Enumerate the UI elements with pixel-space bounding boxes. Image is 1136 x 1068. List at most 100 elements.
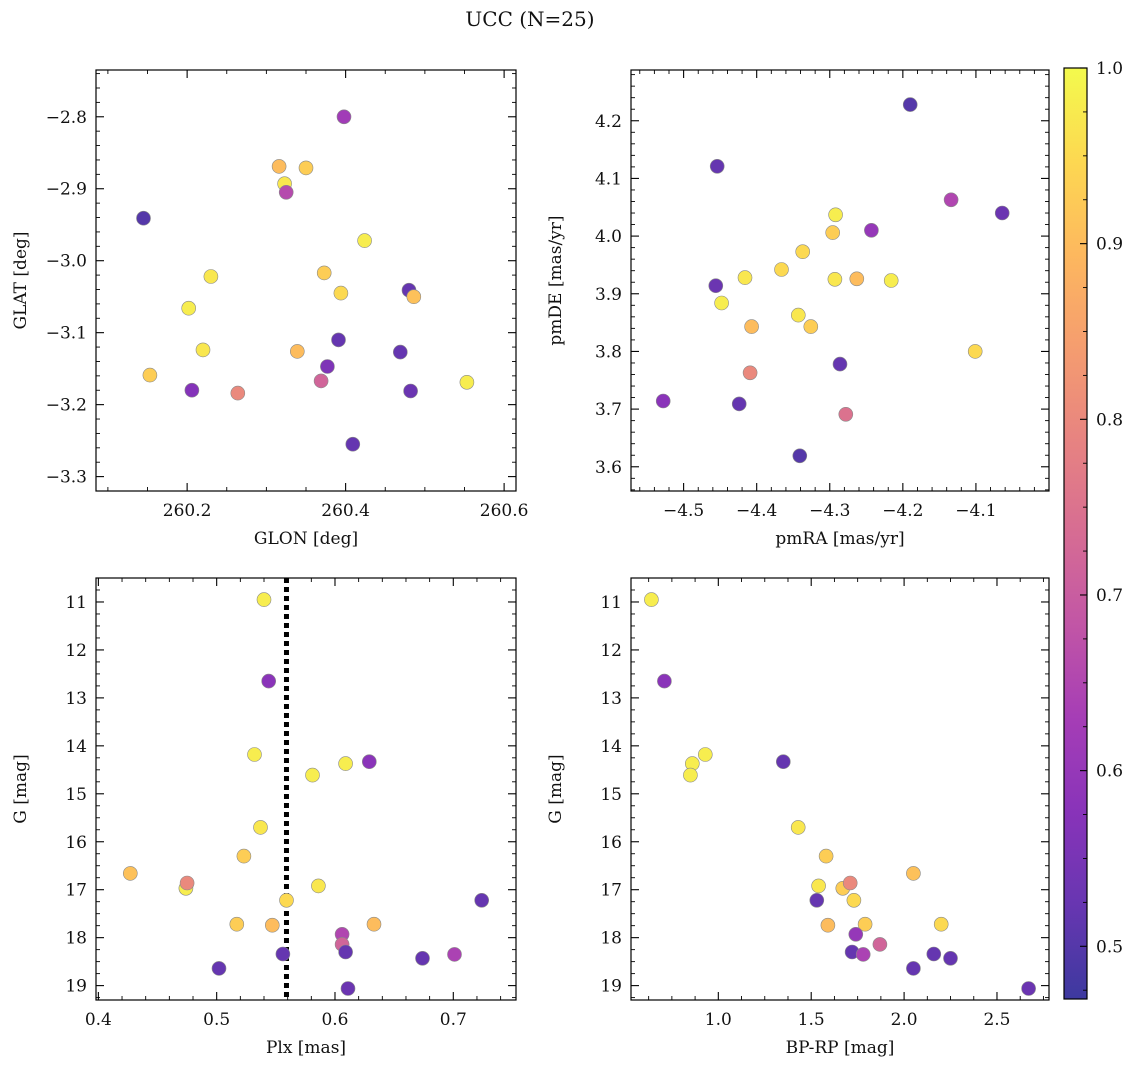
data-point [459, 374, 475, 390]
colorbar: 0.5 0.6 0.7 0.8 0.9 1.0 [1063, 59, 1123, 1000]
data-point [338, 944, 353, 960]
colorbar-tick-label: 0.7 [1096, 586, 1123, 606]
axes-frame [630, 69, 1050, 492]
y-tick-label: 16 [600, 833, 622, 853]
data-point [825, 225, 841, 240]
y-tick-label: 4.2 [595, 112, 622, 132]
panel-pm: −4.5 −4.4 −4.3 −4.2 −4.1 3.6 3.7 3.8 3.9 4.0 4.1 4.… [546, 69, 1050, 549]
data-point [366, 916, 382, 932]
x-tick-label: −4.2 [882, 501, 923, 521]
colorbar-tick-label: 0.5 [1096, 937, 1123, 957]
data-point [906, 961, 921, 976]
y-tick-label: 16 [65, 833, 87, 853]
x-tick-label: 1.5 [798, 1010, 825, 1030]
data-point [883, 273, 899, 288]
y-tick-label: 12 [600, 641, 622, 661]
data-point [415, 950, 430, 966]
colorbar-tick-label: 0.9 [1096, 235, 1123, 255]
data-point [832, 356, 848, 372]
points-glon-glat [136, 109, 475, 452]
data-point [338, 756, 353, 771]
axes-frame [95, 577, 517, 1001]
data-point [331, 332, 346, 348]
data-point [857, 916, 873, 932]
y-tick-label: 18 [65, 929, 87, 949]
colorbar-gradient [1063, 67, 1088, 1000]
data-point [842, 875, 858, 891]
y-tick-label: 14 [600, 737, 622, 757]
y-axis-label: G [mag] [11, 754, 31, 823]
data-point [697, 747, 713, 762]
data-point [967, 344, 983, 359]
data-point [278, 185, 294, 200]
data-point [357, 233, 372, 248]
figure-title: UCC (N=25) [465, 7, 594, 31]
data-point [731, 396, 747, 412]
data-point [136, 210, 151, 226]
y-tick-label: 14 [65, 737, 87, 757]
x-axis-label: Plx [mas] [266, 1038, 346, 1058]
data-point [275, 946, 291, 962]
panel-glon-glat: 260.2 260.4 260.6 −3.3 −3.2 −3.1 −3.0 −2.9 −2.8 G… [11, 69, 529, 549]
data-point [320, 359, 335, 374]
data-point [943, 192, 959, 208]
y-tick-label: 17 [600, 881, 622, 901]
data-point [261, 673, 277, 689]
data-point [709, 159, 725, 174]
data-point [708, 278, 724, 294]
data-point [316, 265, 332, 281]
data-point [820, 917, 836, 933]
x-tick-label: 260.6 [480, 501, 529, 521]
data-point [289, 344, 305, 359]
data-point [142, 367, 158, 383]
data-point [774, 262, 789, 277]
panel-cmd: 1.0 1.5 2.0 2.5 11 12 13 14 15 16 17 18 19 BP-RP [mag… [546, 577, 1050, 1058]
x-axis-label: GLON [deg] [254, 529, 358, 549]
axes-frame [630, 577, 1050, 1001]
y-tick-label: 3.6 [595, 458, 622, 478]
y-tick-label: 4.1 [595, 169, 622, 189]
data-point [447, 947, 462, 962]
data-point [828, 207, 843, 223]
x-tick-label: −4.1 [955, 501, 996, 521]
data-point [809, 892, 825, 908]
x-tick-label: −4.3 [809, 501, 850, 521]
x-tick-label: 0.7 [440, 1010, 467, 1030]
data-point [849, 271, 865, 287]
data-point [247, 747, 262, 762]
data-point [906, 866, 921, 881]
data-point [790, 820, 806, 835]
data-point [846, 892, 862, 908]
y-tick-label: 13 [65, 689, 87, 709]
x-tick-label: 2.0 [891, 1010, 918, 1030]
points-plx-g [123, 592, 490, 996]
x-axis-label: BP-RP [mag] [786, 1038, 895, 1058]
y-tick-label: 11 [600, 593, 622, 613]
points-pm [655, 97, 1010, 464]
data-point [333, 285, 349, 301]
x-tick-label: −4.4 [736, 501, 777, 521]
data-point [253, 820, 268, 835]
y-tick-label: −3.1 [46, 324, 87, 344]
data-point [864, 223, 879, 238]
y-tick-label: 3.7 [595, 400, 622, 420]
y-tick-label: 15 [65, 785, 87, 805]
data-point [123, 866, 138, 881]
x-tick-label: 2.5 [983, 1010, 1010, 1030]
data-point [855, 947, 871, 962]
y-axis-label: GLAT [deg] [11, 231, 31, 329]
data-point [744, 319, 759, 334]
y-tick-label: 19 [600, 977, 622, 997]
data-point [345, 436, 361, 452]
data-point [236, 848, 252, 864]
data-point [184, 382, 200, 398]
data-point [211, 961, 227, 976]
data-point [683, 767, 698, 783]
y-tick-label: 4.0 [595, 227, 622, 247]
data-point [279, 892, 294, 908]
panels: 260.2 260.4 260.6 −3.3 −3.2 −3.1 −3.0 −2.9 −2.8 G… [11, 69, 1050, 1058]
y-axis-label: G [mag] [546, 754, 566, 823]
data-point [340, 981, 356, 996]
data-point [403, 383, 418, 399]
